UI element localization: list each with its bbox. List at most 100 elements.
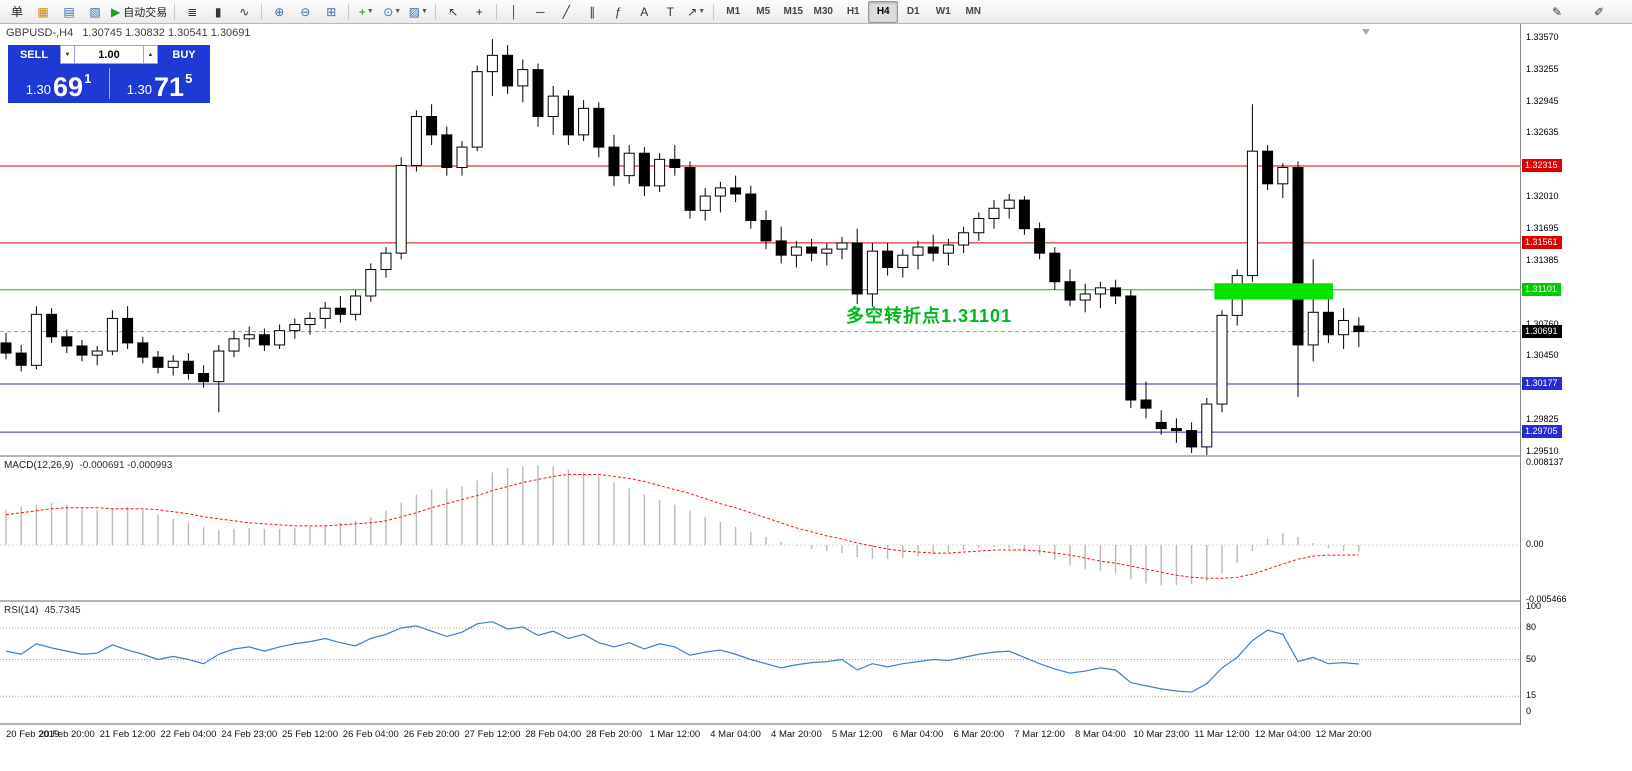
volume-increase-button[interactable]: ▲ xyxy=(143,45,158,64)
volume-input[interactable]: 1.00 xyxy=(75,45,143,64)
price-tick: 1.30450 xyxy=(1526,350,1559,361)
toolbar-right-group: ✎ ✐ xyxy=(1544,1,1628,23)
rsi-panel-canvas[interactable] xyxy=(0,602,1520,723)
price-level-label: 1.31561 xyxy=(1522,235,1562,249)
note-icon[interactable]: ✐ xyxy=(1593,4,1605,19)
rsi-line xyxy=(5,621,1359,693)
time-label: 26 Feb 20:00 xyxy=(403,729,460,740)
panel-separator xyxy=(0,723,1632,725)
bid-big-digits: 69 xyxy=(53,71,84,102)
toolbar-group: 单 ▦ ▤ ▧ ▶ 自动交易 xyxy=(4,0,170,23)
time-label: 5 Mar 12:00 xyxy=(831,729,883,740)
timeframe-h4[interactable]: H4 xyxy=(868,0,899,23)
trendline-icon[interactable]: ╱ xyxy=(562,4,570,19)
candles-layer xyxy=(0,39,1365,455)
time-label: 4 Mar 04:00 xyxy=(710,729,761,740)
sell-button[interactable]: SELL xyxy=(8,45,60,64)
macd-name: MACD(12,26,9) xyxy=(4,460,74,471)
macd-values: -0.000691 -0.000993 xyxy=(79,460,173,471)
panel-separator[interactable] xyxy=(0,600,1632,602)
time-label: 10 Mar 23:00 xyxy=(1133,729,1190,740)
price-divider xyxy=(109,68,110,99)
toolbar-group: ↖ + xyxy=(440,0,492,23)
vertical-line-icon[interactable]: │ xyxy=(510,4,518,19)
price-tick: 1.30760 xyxy=(1526,318,1559,329)
macd-signal-line xyxy=(5,473,1359,579)
price-tick: 1.31695 xyxy=(1526,223,1559,234)
time-label: 4 Mar 20:00 xyxy=(771,729,822,740)
rsi-scale-tick: 0 xyxy=(1526,706,1532,716)
time-scale[interactable]: 20 Feb 2019 20 Feb 20:00 21 Feb 12:00 22 Fe… xyxy=(0,725,1632,771)
time-label: 6 Mar 20:00 xyxy=(953,729,1005,740)
bar-chart-icon[interactable]: ≣ xyxy=(187,4,198,19)
buy-price-button[interactable]: 1.30 71 5 xyxy=(109,64,210,103)
time-label: 20 Feb 2019 xyxy=(6,729,60,740)
timeframe-d1[interactable]: D1 xyxy=(906,6,920,17)
toolbar-separator xyxy=(174,3,176,20)
price-scale[interactable]: 1.33570 1.33255 1.32945 1.32635 1.32010 1.316… xyxy=(1520,24,1632,725)
toolbar-separator xyxy=(435,3,437,20)
panel-separator[interactable] xyxy=(0,455,1632,457)
templates-button[interactable]: ▨ ▼ xyxy=(408,4,428,19)
toolbar-group: │ ─ ╱ ∥ ƒ A T ↗ ▼ xyxy=(501,0,709,23)
price-tick: 1.31385 xyxy=(1526,254,1559,265)
price-level-label: 1.29705 xyxy=(1522,425,1562,439)
timeframe-m30[interactable]: M30 xyxy=(813,6,833,17)
market-watch-icon[interactable]: ▤ xyxy=(63,4,75,19)
price-tick: 1.29510 xyxy=(1526,446,1559,456)
chart-info-line: GBPUSD-,H4 1.30745 1.30832 1.30541 1.306… xyxy=(6,27,251,39)
line-chart-icon[interactable]: ∿ xyxy=(239,4,250,19)
indicators-button[interactable]: + ▼ xyxy=(358,4,374,19)
new-order-button[interactable]: 单 xyxy=(10,5,23,19)
time-label: 22 Feb 04:00 xyxy=(160,729,217,740)
candlestick-chart-icon[interactable]: ▮ xyxy=(214,4,222,19)
tile-windows-icon[interactable]: ⊞ xyxy=(326,4,337,19)
profiles-icon[interactable]: ▦ xyxy=(37,4,49,19)
periods-button[interactable]: ⊙ ▼ xyxy=(383,4,402,19)
timeframe-m5[interactable]: M5 xyxy=(756,6,771,17)
price-tick: 1.29825 xyxy=(1526,413,1559,424)
buy-button[interactable]: BUY xyxy=(158,45,210,64)
toolbar-separator xyxy=(261,3,263,20)
timeframe-m15[interactable]: M15 xyxy=(783,6,803,17)
toolbar-group: ≣ ▮ ∿ xyxy=(179,0,257,23)
price-level-label: 1.31101 xyxy=(1522,282,1561,296)
time-label: 7 Mar 12:00 xyxy=(1014,729,1065,740)
timeframe-h1[interactable]: H1 xyxy=(846,6,860,17)
main-chart-canvas[interactable] xyxy=(0,24,1520,455)
macd-panel-canvas[interactable] xyxy=(0,457,1520,600)
arrows-icon[interactable]: ↗ ▼ xyxy=(687,4,706,19)
time-label: 8 Mar 04:00 xyxy=(1075,729,1126,740)
timeframe-w1[interactable]: W1 xyxy=(935,6,951,17)
price-level-label: 1.30177 xyxy=(1522,376,1562,390)
bid-prefix: 1.30 xyxy=(25,82,52,97)
time-label: 20 Feb 20:00 xyxy=(38,729,95,740)
timeframe-m1[interactable]: M1 xyxy=(726,6,741,17)
toolbar-group: + ▼ ⊙ ▼ ▨ ▼ xyxy=(353,0,431,23)
rsi-name: RSI(14) xyxy=(4,605,39,616)
toolbar-separator xyxy=(713,3,715,20)
ask-big-digits: 71 xyxy=(154,71,185,102)
macd-scale-tick: 0.008137 xyxy=(1526,456,1564,467)
zoom-out-icon[interactable]: ⊖ xyxy=(300,4,311,19)
price-tick: 1.32010 xyxy=(1526,191,1559,202)
crosshair-icon[interactable]: + xyxy=(475,4,483,19)
edit-icon[interactable]: ✎ xyxy=(1551,4,1563,19)
cursor-icon[interactable]: ↖ xyxy=(448,4,459,19)
horizontal-line-icon[interactable]: ─ xyxy=(535,4,545,19)
channel-icon[interactable]: ∥ xyxy=(589,4,596,19)
navigator-icon[interactable]: ▧ xyxy=(89,4,101,19)
fibonacci-icon[interactable]: ƒ xyxy=(614,4,622,19)
zoom-in-icon[interactable]: ⊕ xyxy=(274,4,285,19)
sell-price-button[interactable]: 1.30 69 1 xyxy=(8,64,109,103)
timeframe-mn[interactable]: MN xyxy=(965,6,982,17)
time-label: 12 Mar 20:00 xyxy=(1315,729,1372,740)
one-click-trading-panel: SELL ▼ 1.00 ▲ BUY 1.30 69 1 1.30 71 5 xyxy=(8,45,210,103)
label-icon[interactable]: T xyxy=(666,4,674,19)
text-icon[interactable]: A xyxy=(640,4,649,19)
auto-trading-button[interactable]: ▶ 自动交易 xyxy=(111,4,168,19)
chart-symbol-period: GBPUSD-,H4 xyxy=(6,27,74,39)
macd-histogram xyxy=(5,465,1360,586)
time-label: 11 Mar 12:00 xyxy=(1194,729,1250,740)
volume-decrease-button[interactable]: ▼ xyxy=(60,45,75,64)
